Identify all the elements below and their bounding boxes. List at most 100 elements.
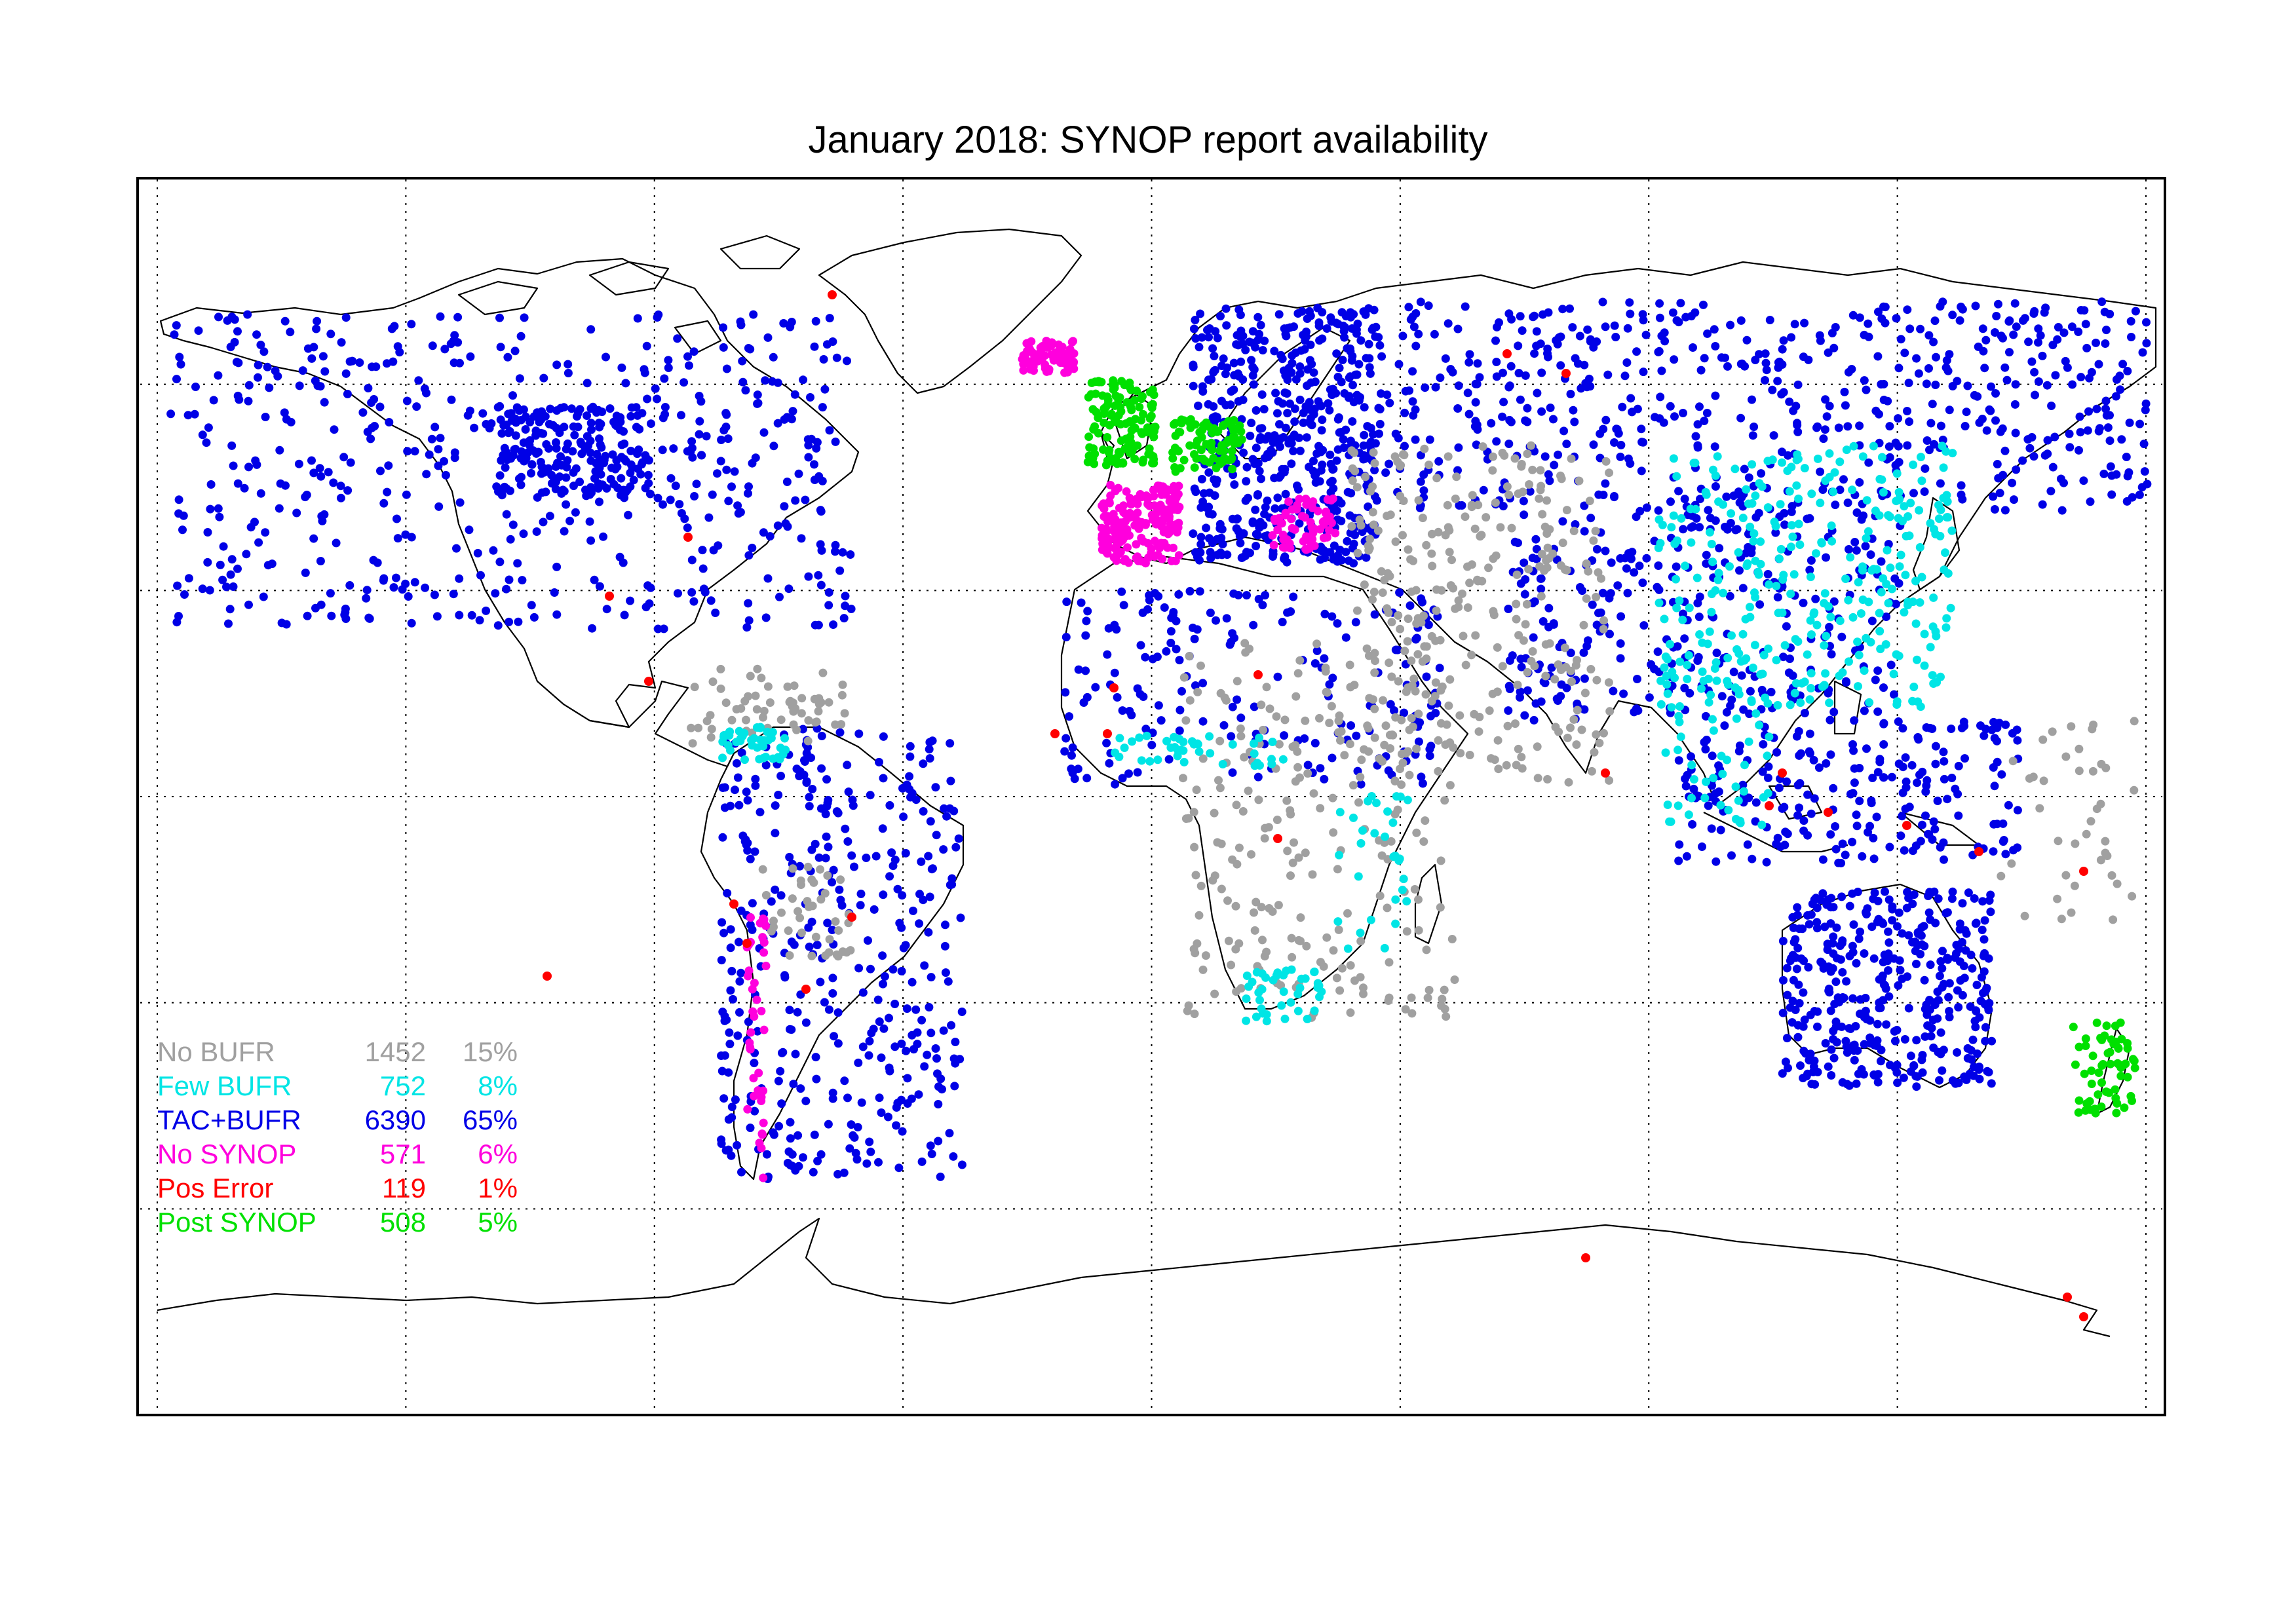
station-point-tac-bufr	[1750, 423, 1759, 431]
station-point-tac-bufr	[2080, 306, 2089, 315]
station-point-tac-bufr	[1959, 962, 1968, 970]
station-point-few-bufr	[1812, 549, 1820, 558]
station-point-tac-bufr	[1917, 923, 1926, 932]
station-point-few-bufr	[1661, 748, 1670, 757]
station-point-tac-bufr	[1314, 397, 1323, 406]
station-point-few-bufr	[1297, 974, 1306, 983]
station-point-tac-bufr	[931, 783, 940, 792]
station-point-tac-bufr	[235, 395, 244, 404]
station-point-few-bufr	[1137, 756, 1146, 765]
station-point-tac-bufr	[1934, 894, 1943, 903]
station-point-no-bufr	[1371, 656, 1379, 666]
station-point-tac-bufr	[1864, 319, 1873, 328]
station-point-few-bufr	[1894, 487, 1904, 497]
station-point-tac-bufr	[2101, 396, 2111, 406]
station-point-no-bufr	[2128, 892, 2137, 901]
station-point-tac-bufr	[1398, 331, 1407, 341]
station-point-no-bufr	[1262, 683, 1271, 692]
station-point-no-bufr	[1190, 1010, 1199, 1019]
station-point-tac-bufr	[550, 588, 559, 597]
station-point-tac-bufr	[1799, 1046, 1808, 1055]
station-point-tac-bufr	[932, 1054, 941, 1063]
station-point-tac-bufr	[1829, 1034, 1838, 1044]
station-point-no-bufr	[1356, 937, 1366, 946]
station-point-few-bufr	[1913, 655, 1921, 664]
station-point-tac-bufr	[816, 580, 826, 590]
station-point-tac-bufr	[1987, 1036, 1997, 1046]
station-point-tac-bufr	[777, 1099, 786, 1108]
station-point-tac-bufr	[925, 745, 934, 754]
station-point-no-bufr	[1409, 556, 1418, 565]
station-point-tac-bufr	[586, 536, 596, 545]
station-point-tac-bufr	[1929, 1043, 1938, 1052]
station-point-tac-bufr	[1375, 405, 1385, 414]
station-point-tac-bufr	[1556, 692, 1565, 701]
station-point-tac-bufr	[453, 312, 463, 322]
station-point-tac-bufr	[1824, 895, 1833, 904]
station-point-no-bufr	[1334, 716, 1343, 725]
station-point-no-bufr	[818, 668, 828, 677]
station-point-tac-bufr	[1295, 369, 1305, 378]
station-point-tac-bufr	[763, 333, 773, 342]
station-point-no-bufr	[1475, 713, 1484, 721]
station-point-tac-bufr	[928, 736, 937, 746]
station-point-few-bufr	[1313, 979, 1322, 988]
station-point-tac-bufr	[831, 437, 840, 446]
station-point-no-bufr	[790, 681, 799, 690]
station-point-tac-bufr	[1507, 314, 1516, 324]
station-point-tac-bufr	[722, 1015, 731, 1025]
station-point-few-bufr	[1317, 987, 1326, 996]
station-point-tac-bufr	[1892, 1025, 1902, 1034]
station-point-no-bufr	[1444, 523, 1453, 532]
station-point-tac-bufr	[1680, 495, 1689, 504]
station-point-tac-bufr	[1498, 412, 1507, 421]
station-point-tac-bufr	[1194, 402, 1202, 410]
station-point-tac-bufr	[744, 482, 753, 491]
station-point-few-bufr	[1886, 563, 1895, 573]
station-point-tac-bufr	[1884, 966, 1893, 975]
station-point-few-bufr	[1794, 494, 1803, 503]
station-point-tac-bufr	[741, 386, 750, 395]
station-point-tac-bufr	[1320, 774, 1329, 784]
station-point-tac-bufr	[1824, 689, 1833, 698]
station-point-no-bufr	[1542, 496, 1551, 505]
station-point-tac-bufr	[1696, 366, 1706, 375]
station-point-tac-bufr	[1826, 967, 1835, 976]
station-point-tac-bufr	[835, 728, 845, 737]
station-point-tac-bufr	[348, 356, 357, 366]
station-point-tac-bufr	[1349, 559, 1358, 568]
station-point-few-bufr	[1698, 638, 1707, 647]
station-point-no-bufr	[1348, 476, 1357, 485]
station-point-tac-bufr	[450, 448, 459, 457]
station-point-tac-bufr	[1799, 352, 1808, 362]
station-point-tac-bufr	[875, 1093, 884, 1103]
station-point-tac-bufr	[1385, 459, 1394, 468]
station-point-tac-bufr	[1290, 404, 1299, 413]
station-point-tac-bufr	[1962, 407, 1971, 417]
station-point-tac-bufr	[1681, 782, 1691, 791]
station-point-few-bufr	[1845, 657, 1853, 666]
station-point-tac-bufr	[2102, 326, 2111, 335]
station-point-no-bufr	[811, 932, 820, 941]
station-point-no-bufr	[1493, 643, 1502, 652]
station-point-tac-bufr	[432, 612, 442, 621]
station-point-tac-bufr	[1852, 1079, 1861, 1088]
station-point-tac-bufr	[898, 784, 907, 793]
station-point-tac-bufr	[1586, 514, 1596, 523]
station-point-tac-bufr	[1257, 390, 1267, 399]
station-point-tac-bufr	[1255, 466, 1264, 476]
station-point-no-bufr	[1196, 881, 1206, 890]
station-point-tac-bufr	[1278, 618, 1287, 626]
station-point-tac-bufr	[422, 470, 431, 479]
station-point-tac-bufr	[748, 543, 757, 552]
station-point-tac-bufr	[1544, 470, 1553, 479]
station-point-tac-bufr	[364, 384, 373, 392]
station-point-tac-bufr	[812, 1074, 821, 1084]
station-point-few-bufr	[1779, 571, 1788, 580]
station-point-tac-bufr	[1924, 331, 1934, 340]
station-point-no-bufr	[1334, 925, 1343, 934]
station-point-tac-bufr	[2084, 407, 2093, 416]
station-point-tac-bufr	[318, 352, 328, 361]
station-point-tac-bufr	[1850, 1055, 1859, 1065]
station-point-tac-bufr	[1263, 496, 1272, 505]
